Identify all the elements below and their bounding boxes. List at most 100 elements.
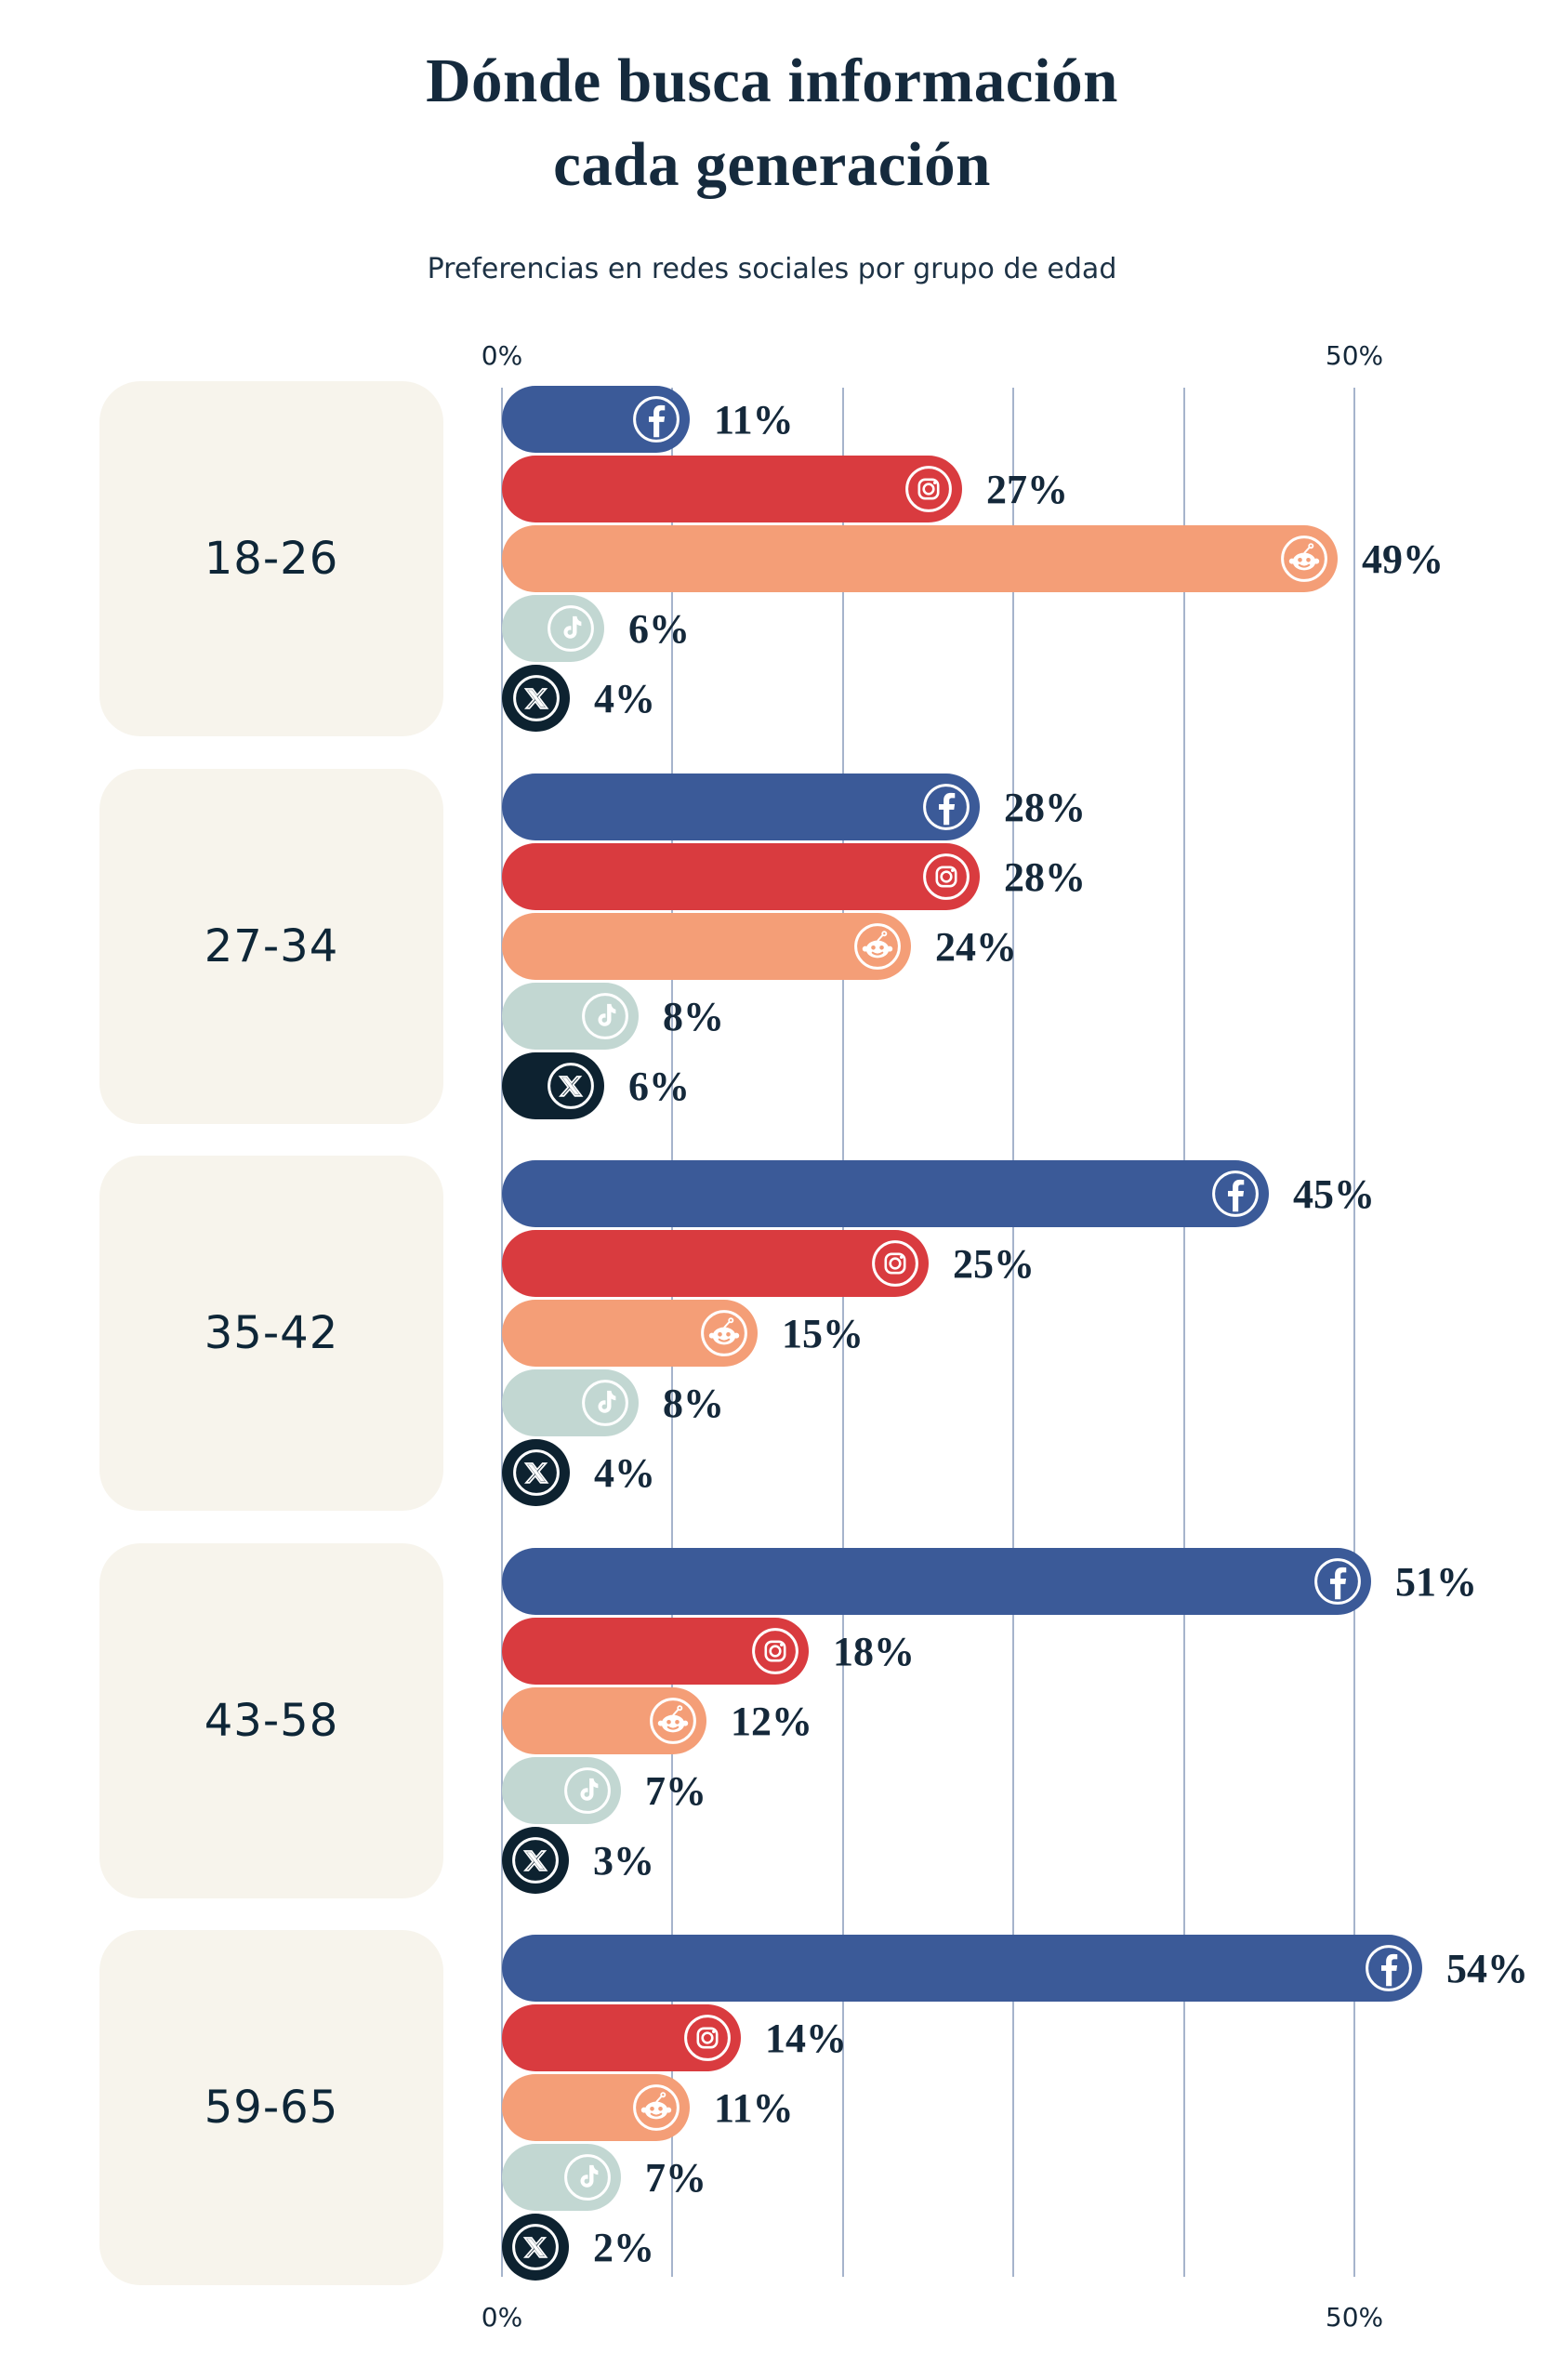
bar-x [502,1826,569,1894]
bar-row-x-35-42: 4% [502,1439,867,1506]
gridline-50pct [1353,388,1355,2277]
facebook-icon [921,782,971,832]
reddit-icon [648,1696,698,1746]
x-icon [511,1448,561,1498]
bar-instagram [502,456,962,522]
bar-facebook [502,386,690,453]
tiktok-icon [580,1378,630,1428]
bar-value-label: 28% [1004,784,1086,830]
age-group-card-59-65: 59-65 [99,1930,443,2285]
bar-reddit [502,1686,706,1754]
tiktok-icon [562,1765,613,1816]
bar-facebook [502,773,980,840]
bar-value-label: 2% [593,2225,654,2270]
bar-value-label: 14% [765,2016,847,2061]
bar-reddit [502,912,911,980]
bar-value-label: 49% [1362,536,1444,582]
bar-value-label: 24% [935,923,1017,970]
reddit-icon [699,1308,749,1358]
page-title: Dónde busca información cada generación [426,46,1118,200]
axis-tick-bottom-50: 50% [1325,2302,1384,2333]
reddit-icon [631,2082,681,2133]
bar-row-reddit-43-58: 12% [502,1686,1004,1754]
facebook-icon [631,394,681,444]
bar-row-reddit-18-26: 49% [502,525,1544,592]
bar-row-reddit-35-42: 15% [502,1300,1055,1367]
x-icon [510,1835,561,1885]
bar-value-label: 18% [833,1628,915,1674]
gridline-20pct [841,388,844,2277]
bar-row-x-27-34: 6% [502,1051,902,1119]
reddit-icon [1279,534,1329,584]
age-group-card-43-58: 43-58 [99,1542,443,1898]
page-subtitle: Preferencias en redes sociales por grupo… [427,253,1117,285]
axis-tick-top-50: 50% [1325,340,1384,371]
instagram-icon [682,2013,732,2063]
age-group-card-18-26: 18-26 [99,381,443,736]
bar-value-label: 28% [1004,853,1086,900]
bar-tiktok [502,1756,621,1824]
x-icon [510,2222,561,2272]
bar-row-facebook-18-26: 11% [502,386,987,453]
bar-row-x-59-65: 2% [502,2214,866,2281]
axis-tick-bottom-0: 0% [481,2302,523,2333]
bar-x [502,1051,604,1119]
bar-value-label: 4% [594,676,655,721]
bar-tiktok [502,982,639,1050]
bar-value-label: 3% [593,1837,654,1884]
bar-value-label: 27% [986,467,1068,512]
bar-row-facebook-35-42: 45% [502,1160,1544,1227]
bar-row-tiktok-35-42: 8% [502,1369,936,1436]
bar-instagram [502,1617,809,1685]
bar-row-tiktok-18-26: 6% [502,595,902,662]
bar-value-label: 45% [1293,1171,1375,1217]
gridline-40pct [1182,388,1185,2277]
bar-reddit [502,525,1338,592]
bar-reddit [502,1300,758,1367]
age-group-label: 27-34 [204,919,339,972]
bar-instagram [502,1230,929,1297]
bar-tiktok [502,595,604,662]
tiktok-icon [546,603,596,654]
instagram-icon [750,1626,800,1676]
bar-value-label: 51% [1395,1558,1477,1605]
bar-value-label: 15% [782,1311,864,1356]
instagram-icon [904,464,954,514]
bar-value-label: 11% [714,2085,794,2131]
age-group-label: 35-42 [204,1307,339,1359]
age-group-card-27-34: 27-34 [99,768,443,1124]
bar-value-label: 4% [594,1450,655,1496]
tiktok-icon [562,2152,613,2202]
bar-row-x-18-26: 4% [502,665,867,732]
gridline-30pct [1012,388,1015,2277]
bar-facebook [502,1547,1371,1615]
bar-row-instagram-43-58: 18% [502,1617,1106,1685]
bar-value-label: 54% [1446,1946,1528,1991]
x-icon [511,673,561,723]
bar-row-instagram-18-26: 27% [502,456,1260,522]
age-group-label: 43-58 [204,1694,339,1747]
bar-facebook [502,1935,1422,2002]
bar-value-label: 8% [663,1381,724,1426]
bar-row-reddit-59-65: 11% [502,2074,987,2141]
facebook-icon [1210,1169,1260,1219]
bar-row-instagram-35-42: 25% [502,1230,1226,1297]
age-group-label: 59-65 [204,2082,339,2134]
bar-value-label: 7% [645,2155,706,2201]
instagram-icon [870,1238,920,1289]
bar-row-reddit-27-34: 24% [502,912,1208,980]
bar-x [502,1439,570,1506]
bar-value-label: 11% [714,397,794,443]
bar-instagram [502,2004,741,2071]
bar-tiktok [502,2144,621,2211]
instagram-icon [921,852,971,902]
bar-value-label: 7% [645,1767,706,1814]
bar-row-tiktok-27-34: 8% [502,982,936,1050]
bar-row-facebook-27-34: 28% [502,773,1277,840]
bar-row-instagram-27-34: 28% [502,842,1277,910]
reddit-icon [852,921,903,972]
bar-x [502,2214,569,2281]
bar-row-instagram-59-65: 14% [502,2004,1038,2071]
axis-tick-top-0: 0% [481,340,523,371]
